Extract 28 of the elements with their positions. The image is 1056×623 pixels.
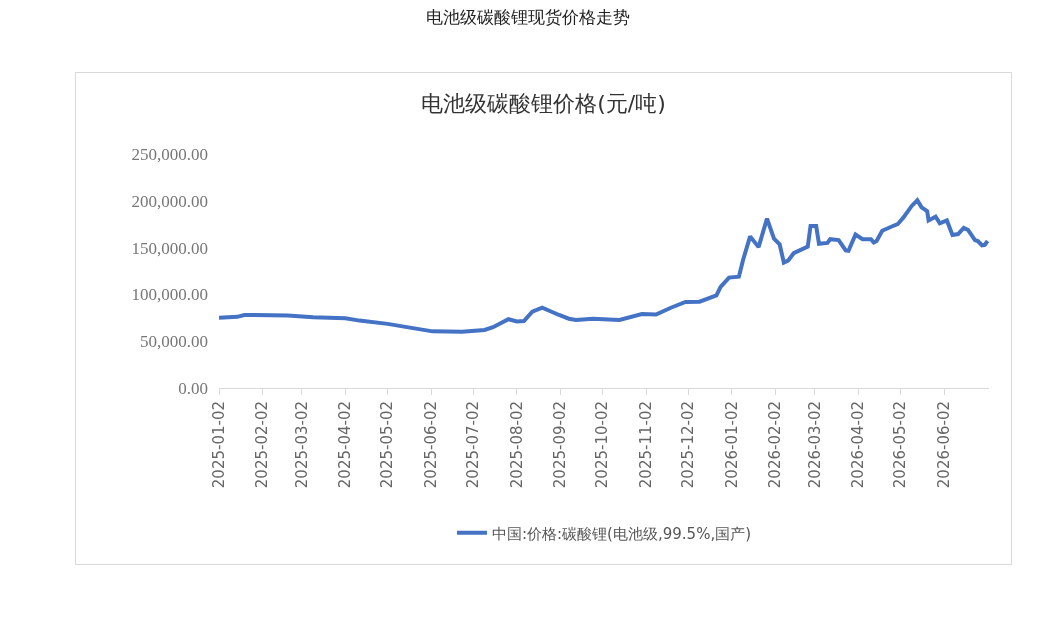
y-tick-label: 150,000.00	[131, 238, 208, 258]
x-tick-label: 2025-08-02	[507, 401, 526, 489]
x-tick-label: 2025-05-02	[378, 401, 397, 489]
x-tick-label: 2026-04-02	[849, 401, 868, 489]
y-tick-label: 100,000.00	[131, 285, 208, 305]
y-tick-label: 0.00	[178, 378, 208, 398]
x-tick-label: 2026-01-02	[722, 401, 741, 489]
legend-label: 中国:价格:碳酸锂(电池级,99.5%,国产)	[492, 524, 751, 543]
x-tick-label: 2026-02-02	[766, 401, 785, 489]
x-tick-label: 2025-06-02	[422, 401, 441, 489]
chart-subtitle: 电池级碳酸锂价格(元/吨)	[421, 90, 666, 116]
x-tick-label: 2025-01-02	[209, 401, 228, 489]
x-tick-label: 2025-10-02	[593, 401, 612, 489]
x-tick-label: 2025-12-02	[679, 401, 698, 489]
line-series	[219, 198, 989, 334]
y-tick-label: 200,000.00	[131, 191, 208, 211]
x-tick-label: 2025-07-02	[464, 401, 483, 489]
x-tick-label: 2025-03-02	[292, 401, 311, 489]
x-tick-label: 2025-11-02	[637, 401, 656, 489]
x-tick-label: 2025-09-02	[551, 401, 570, 489]
x-tick-label: 2026-03-02	[805, 401, 824, 489]
y-tick-label: 50,000.00	[140, 332, 208, 352]
x-tick-label: 2025-04-02	[336, 401, 355, 489]
chart-title: 电池级碳酸锂现货价格走势	[425, 6, 631, 29]
x-tick-label: 2026-06-02	[934, 401, 953, 489]
x-tick-label: 2026-05-02	[891, 401, 910, 489]
x-tick-label: 2025-02-02	[253, 401, 272, 489]
y-tick-label: 250,000.00	[131, 144, 208, 164]
